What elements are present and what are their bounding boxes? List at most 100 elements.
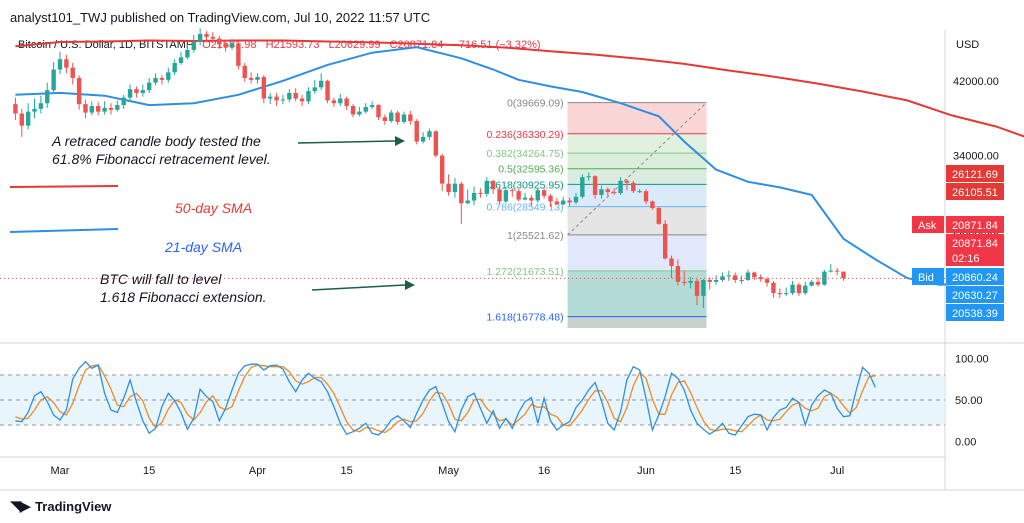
fib-zone (567, 316, 707, 328)
candle-body (478, 193, 483, 195)
stoch-tick-label: 100.00 (955, 353, 989, 365)
candle-body (573, 196, 579, 203)
legend-sma50-label: 50-day SMA (175, 200, 252, 216)
candle-body (567, 200, 572, 203)
candle-body (223, 44, 228, 48)
price-tags: 26121.69 26105.51 20871.84 Ask 20871.84 02:16… (912, 165, 1004, 321)
candle-body (745, 272, 751, 281)
stoch-d-line (15, 364, 876, 434)
candle-body (420, 136, 426, 142)
annotation-arrowhead (405, 280, 415, 290)
candle-body (796, 284, 802, 294)
candle-body (140, 90, 146, 93)
candle-body (166, 72, 171, 80)
candle-body (707, 280, 712, 282)
candle-body (783, 293, 789, 295)
fib-level-label: 0.5(32595.36) (498, 164, 563, 176)
currency-label: USD (956, 39, 979, 51)
price-tag-value: 26121.69 (952, 169, 998, 181)
candle-body (561, 200, 566, 205)
price-tag-label-bg (912, 216, 944, 233)
price-tag-label: Bid (918, 272, 934, 284)
stochastic-pane: 100.00 50.00 0.00 (0, 353, 989, 449)
candle-body (32, 108, 37, 112)
fib-zone (567, 153, 707, 169)
candles (0, 28, 945, 309)
annotation-text: BTC will fall to level 1.618 Fibonacci ex… (100, 271, 267, 305)
price-tag-label-bg (912, 268, 944, 285)
candle-body (357, 111, 362, 115)
candle-body (293, 92, 298, 99)
candle-body (726, 275, 732, 277)
candle-body (529, 197, 534, 201)
candle-body (675, 265, 681, 282)
candle-body (236, 43, 241, 66)
candle-body (739, 280, 744, 282)
candle-body (153, 77, 158, 83)
candle-body (541, 190, 547, 196)
candle-body (325, 80, 330, 101)
candle-body (344, 98, 349, 107)
candle-body (197, 34, 203, 42)
candle-body (306, 91, 311, 102)
candle-body (828, 270, 833, 272)
moving-averages (15, 39, 1024, 286)
candle-body (178, 57, 184, 63)
brand[interactable]: ◥▶ TradingView (10, 497, 111, 515)
sma50-line (15, 39, 1024, 138)
fib-zone (567, 206, 707, 235)
candle-body (701, 280, 706, 296)
candle-body (777, 293, 783, 295)
candle-body (115, 105, 120, 110)
candle-body (13, 104, 18, 114)
price-tag-value: 20860.24 (952, 272, 998, 284)
candle-body (803, 285, 808, 294)
fib-level-label: 0.382(34264.75) (487, 148, 564, 160)
price-tag-bg (946, 234, 1004, 251)
candle-body (64, 59, 69, 68)
candle-body (484, 180, 489, 194)
annotation-arrowhead (395, 136, 405, 146)
candle-body (516, 191, 521, 200)
fibonacci-tool[interactable]: 0(39669.09) 0.236(36330.29) 0.382(34264.75… (487, 98, 707, 328)
candle-body (713, 280, 719, 282)
candle-body (618, 180, 623, 194)
candle-body (331, 100, 337, 104)
candle-body (771, 282, 776, 294)
fib-level-label: 0(39669.09) (507, 98, 564, 110)
time-axis[interactable]: Mar 15 Apr 15 May 16 Jun 15 Jul (51, 465, 845, 477)
candle-body (242, 65, 247, 78)
price-tag-value: 26105.51 (952, 187, 998, 199)
candle-body (490, 180, 496, 190)
candle-body (96, 106, 101, 112)
candle-body (83, 104, 88, 113)
candle-body (70, 67, 75, 78)
time-tick-label: 15 (729, 465, 741, 477)
candle-body (350, 106, 356, 115)
candle-body (631, 182, 636, 192)
candle-body (459, 183, 464, 204)
fib-level-label: 1.272(21673.51) (487, 266, 564, 278)
candle-body (280, 99, 286, 101)
price-tag-value: 20630.27 (952, 290, 998, 302)
time-tick-label: 15 (341, 465, 353, 477)
candle-body (76, 77, 82, 105)
candle-body (682, 281, 687, 283)
candle-body (268, 96, 273, 99)
candle-body (204, 34, 209, 37)
candle-body (427, 131, 432, 137)
candle-body (510, 190, 515, 192)
time-tick-label: 16 (538, 465, 550, 477)
annotations: A retraced candle body tested the 61.8% F… (9, 133, 415, 305)
price-tag-bg (946, 165, 1004, 182)
candle-body (471, 193, 477, 201)
ohlc-open: O21581.98 (202, 39, 257, 51)
price-tag-value: 20538.39 (952, 308, 998, 320)
fib-zone (567, 133, 707, 154)
candle-body (650, 201, 655, 208)
candle-body (312, 87, 317, 92)
candle-body (522, 197, 528, 200)
fib-zone (567, 102, 707, 134)
